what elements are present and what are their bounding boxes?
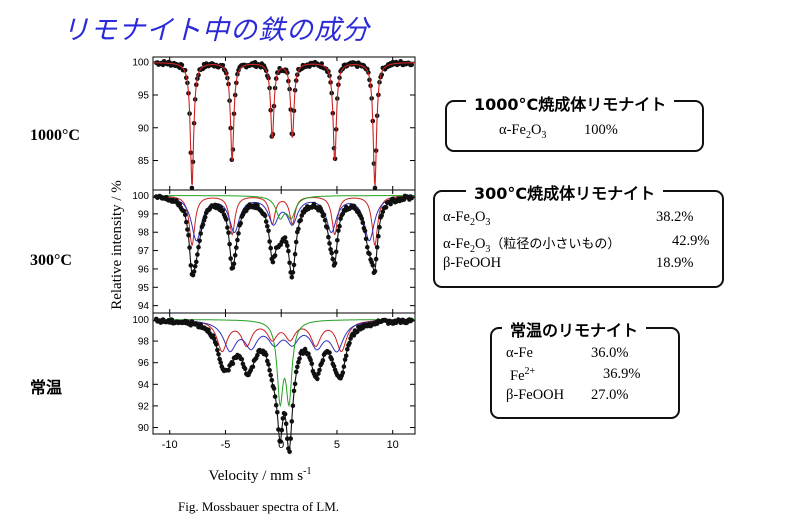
component-curve [153,195,415,220]
panel-row: α-Fe2O3 38.2% [443,209,693,228]
fit-curve [153,62,415,186]
panel-300c: α-Fe2O3 38.2% α-Fe2O3（粒径の小さいもの） 42.9% β-… [433,190,724,288]
plot-frame [152,189,416,314]
component-value: 27.0% [591,387,629,403]
data-point [315,376,320,382]
component-label: β-FeOOH [506,387,565,403]
component-value: 38.2% [656,209,694,225]
component-label: Fe2+ [510,366,536,384]
panel-title-300c: 300°C焼成体リモナイト [466,180,664,204]
x-tick-label: -10 [162,439,178,451]
y-axis-label: Relative intensity / % [109,180,125,310]
y-tick-label: 85 [138,156,150,167]
data-point [270,259,276,265]
component-value: 18.9% [656,255,694,271]
data-point [383,205,389,210]
data-point [409,62,415,68]
component-label: α-Fe2O3 [499,122,547,141]
panel-title-room-temp: 常温のリモナイト [502,317,647,341]
component-label: α-Fe2O3 [443,209,491,228]
component-curve [153,195,415,247]
y-tick-label: 94 [138,380,150,391]
temperature-label-300: 300°C [30,252,72,269]
panel-row: Fe2+ 36.9% [510,366,640,385]
component-value: 36.0% [591,345,629,361]
component-label: α-Fe2O3（粒径の小さいもの） [443,236,621,255]
temperature-label-1000: 1000°C [30,127,80,144]
y-tick-label: 100 [132,191,149,202]
temperature-label-room: 常温 [30,380,63,397]
y-tick-label: 90 [138,123,150,134]
data-point [289,275,295,280]
y-tick-label: 95 [138,91,150,102]
y-tick-label: 96 [138,358,150,369]
y-tick-label: 98 [138,337,150,348]
x-tick-label: 10 [387,439,399,451]
fit-curve [153,196,415,278]
y-tick-label: 95 [138,283,150,294]
component-value: 36.9% [603,366,641,382]
y-tick-label: 94 [138,301,150,312]
y-tick-label: 92 [138,401,150,412]
x-axis-label: Velocity / mm s-1 [209,466,312,484]
y-tick-label: 99 [138,209,150,220]
y-tick-label: 96 [138,264,150,275]
y-tick-label: 100 [132,58,149,69]
fit-curve [153,320,415,452]
component-label: β-FeOOH [443,255,502,271]
component-value: 100% [584,122,618,138]
x-tick-label: 5 [334,439,340,451]
y-tick-label: 100 [132,315,149,326]
y-tick-label: 90 [138,423,150,434]
panel-row: α-Fe2O3（粒径の小さいもの） 42.9% [443,233,709,255]
data-point [189,185,195,191]
component-value: 42.9% [672,233,710,249]
plot-frame [152,312,416,435]
component-curve [153,319,415,408]
x-tick-label: -5 [221,439,231,451]
component-curve [153,196,415,242]
panel-row: β-FeOOH 27.0% [506,387,628,404]
panel-row: α-Fe 36.0% [506,345,628,362]
panel-room-temp: α-Fe 36.0% Fe2+ 36.9% β-FeOOH 27.0% [490,327,680,419]
component-label: α-Fe [506,345,533,361]
x-tick-label: 0 [278,439,284,451]
data-point [206,327,211,333]
y-tick-label: 98 [138,228,150,239]
data-point [372,185,378,191]
panel-row: β-FeOOH 18.9% [443,255,693,272]
figure-caption: Fig. Mossbauer spectra of LM. [178,499,340,514]
data-point [409,317,415,323]
data-point [177,201,182,207]
panel-title-1000c: 1000°C焼成体リモナイト [466,91,675,115]
page-title: リモナイト中の鉄の成分 [62,15,370,46]
panel-row: α-Fe2O3 100% [499,122,618,141]
y-tick-label: 97 [138,246,150,257]
